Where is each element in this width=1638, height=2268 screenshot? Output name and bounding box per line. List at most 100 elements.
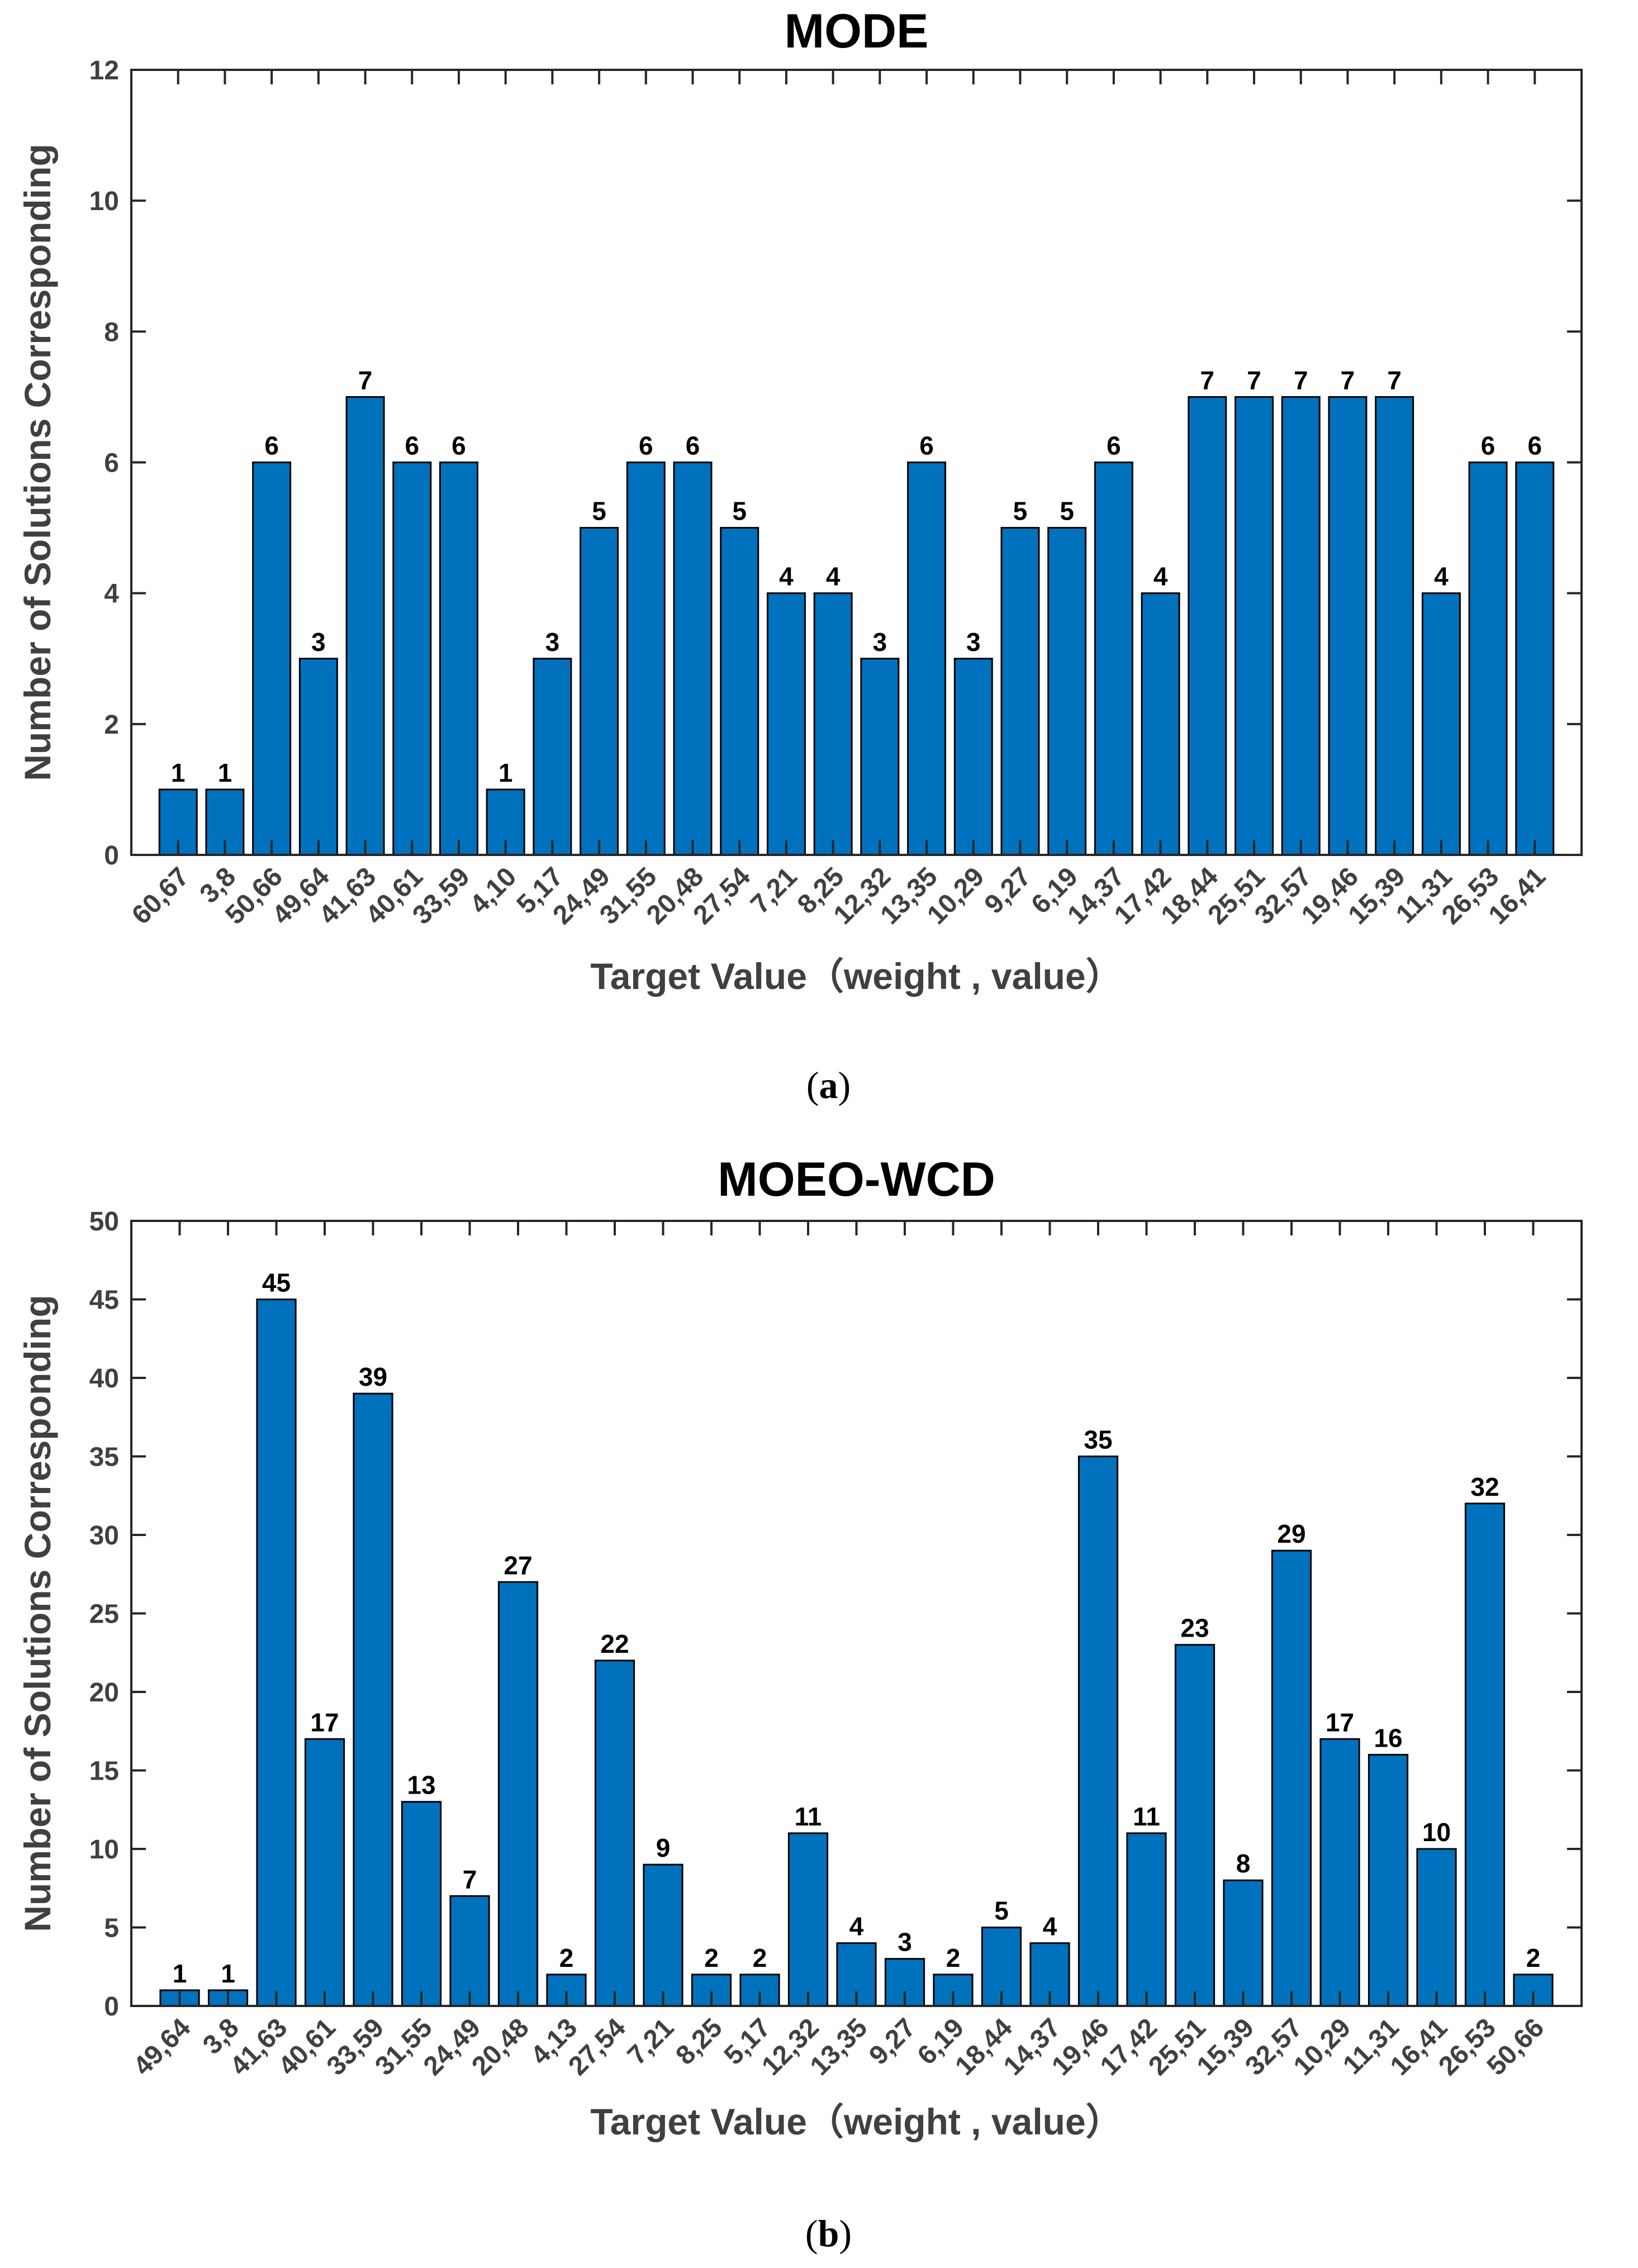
bar [1328, 396, 1368, 856]
y-axis-label: Number of Solutions Corresponding [17, 144, 58, 781]
axes-frame [130, 1220, 1583, 2007]
data-label: 8 [1236, 1849, 1251, 1878]
x-tick-label: 10,29 [1288, 2013, 1356, 2081]
data-label: 6 [1481, 431, 1495, 460]
bar [1126, 1832, 1167, 2007]
x-tick-label: 19,46 [1046, 2013, 1114, 2081]
x-tick-label: 14,37 [998, 2013, 1066, 2081]
data-label: 2 [559, 1943, 574, 1972]
x-tick-label: 27,54 [563, 2013, 632, 2081]
bar [673, 462, 713, 856]
y-tick-label: 10 [89, 1835, 119, 1865]
bar [256, 1299, 297, 2007]
data-label: 6 [639, 431, 653, 460]
data-label: 4 [849, 1912, 864, 1941]
bar [787, 1832, 829, 2007]
bar [626, 462, 666, 856]
bar [439, 462, 478, 856]
bar [1368, 1753, 1409, 2007]
bar [1235, 396, 1274, 856]
data-label: 35 [1084, 1425, 1112, 1454]
bar [813, 592, 853, 856]
x-tick-label: 33,59 [321, 2013, 390, 2081]
bar [1077, 1456, 1119, 2007]
bar [1281, 396, 1321, 856]
y-tick-label: 25 [89, 1600, 119, 1629]
data-label: 17 [1326, 1708, 1354, 1737]
bar [252, 462, 292, 856]
bar [1174, 1644, 1216, 2007]
x-tick-label: 7,21 [745, 862, 803, 920]
x-tick-label: 12,32 [756, 2013, 824, 2081]
data-label: 6 [686, 431, 700, 460]
bar [1000, 527, 1040, 856]
y-tick-label: 4 [104, 579, 119, 609]
y-tick-label: 0 [104, 1992, 119, 2022]
bar [353, 1392, 393, 2007]
data-label: 2 [704, 1943, 719, 1972]
x-tick-label: 8,25 [670, 2013, 728, 2071]
x-tick-label: 32,57 [1240, 2013, 1308, 2081]
x-tick-label: 25,51 [1143, 2013, 1211, 2081]
data-label: 7 [1247, 365, 1261, 394]
bar [594, 1660, 635, 2007]
data-label: 7 [1200, 365, 1215, 394]
x-tick-label: 50,66 [1482, 2013, 1550, 2081]
bar [580, 527, 619, 856]
bar [1464, 1503, 1506, 2007]
data-label: 6 [1527, 431, 1542, 460]
x-tick-label: 24,49 [418, 2013, 486, 2081]
bar [1468, 462, 1508, 856]
data-label: 13 [407, 1771, 435, 1800]
data-label: 6 [452, 431, 466, 460]
bar [1421, 592, 1461, 856]
chart-a: MODE 1 1 6 3 7 6 6 1 3 5 6 6 5 4 4 3 6 3 5 5 6 4 7 7 7 7 7 4 6 6 0 2 4 6 8 1… [17, 4, 1583, 1106]
y-tick-label: 40 [89, 1364, 119, 1394]
data-label: 3 [873, 627, 887, 657]
data-label: 5 [732, 497, 747, 526]
bar [860, 658, 900, 856]
bar [304, 1738, 345, 2007]
y-tick-label: 30 [89, 1521, 119, 1551]
x-tick-label: 15,39 [1191, 2013, 1260, 2081]
y-tick-label: 20 [89, 1678, 119, 1708]
data-label: 1 [221, 1959, 235, 1988]
x-tick-label: 9,27 [979, 862, 1037, 920]
x-tick-label: 17,42 [1095, 2013, 1163, 2081]
data-label: 10 [1422, 1818, 1451, 1847]
bar [1513, 1974, 1554, 2007]
data-label: 5 [592, 497, 606, 526]
bar [533, 658, 572, 856]
data-label: 2 [946, 1943, 961, 1972]
data-label: 45 [262, 1268, 291, 1297]
bar [1515, 462, 1555, 856]
bar [1141, 592, 1180, 856]
data-label: 2 [1526, 1943, 1541, 1972]
bar [766, 592, 806, 856]
x-tick-label: 9,27 [863, 2013, 922, 2071]
x-axis-label: Target Value（weight , value） [590, 955, 1122, 997]
x-tick-label: 20,48 [466, 2013, 534, 2081]
data-label: 17 [310, 1708, 339, 1737]
data-label: 5 [994, 1896, 1009, 1925]
bar [1416, 1848, 1457, 2007]
x-tick-label: 31,55 [369, 2013, 438, 2081]
bar [1223, 1879, 1264, 2007]
data-label: 3 [311, 627, 326, 657]
data-label: 7 [1387, 365, 1402, 394]
data-label: 2 [753, 1943, 767, 1972]
bar [1047, 527, 1087, 856]
bar [1319, 1738, 1360, 2007]
data-label: 7 [1294, 365, 1308, 394]
data-label: 3 [545, 627, 560, 657]
data-label: 16 [1374, 1723, 1402, 1752]
data-label: 4 [779, 562, 794, 591]
x-tick-label: 49,64 [128, 2013, 197, 2081]
data-label: 6 [264, 431, 279, 460]
data-label: 4 [1434, 562, 1449, 591]
y-tick-label: 12 [89, 56, 119, 85]
data-label: 6 [1107, 431, 1121, 460]
bar [643, 1863, 683, 2007]
x-tick-label: 4,10 [464, 862, 523, 920]
